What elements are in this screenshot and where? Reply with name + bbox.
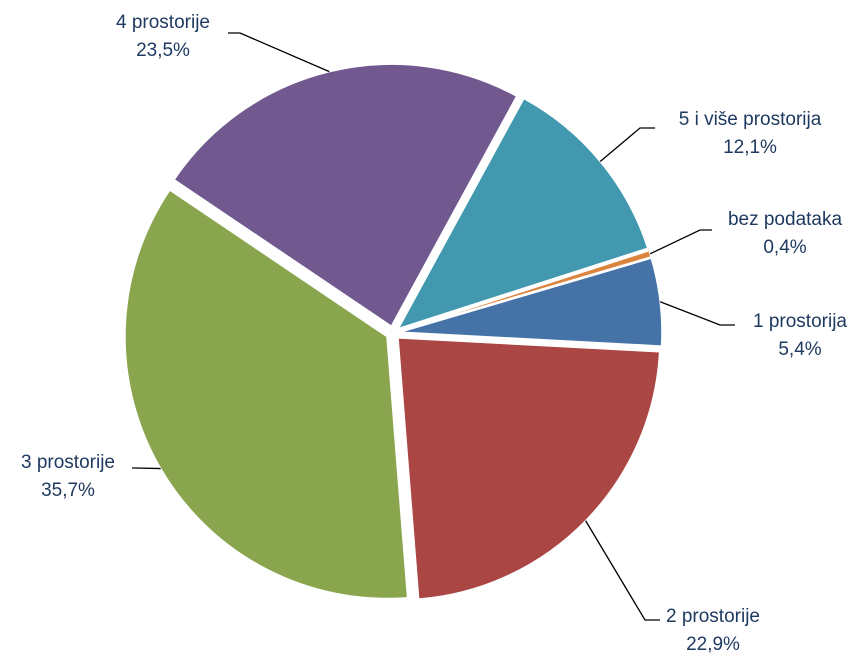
slice-value-label: 22,9%	[686, 634, 740, 655]
slice-value-label: 35,7%	[41, 480, 95, 501]
slice-label: 3 prostorije	[21, 452, 115, 473]
slice-label: bez podataka	[728, 209, 843, 230]
pie-slice	[399, 257, 663, 347]
pie-slice	[396, 97, 649, 330]
leader-line	[132, 467, 161, 470]
leader-line	[585, 520, 660, 621]
leader-line	[228, 32, 330, 73]
leader-line	[599, 127, 655, 162]
slice-label: 4 prostorije	[116, 12, 210, 33]
slice-label: 2 prostorije	[666, 606, 760, 627]
pie-slice	[173, 63, 518, 328]
leader-line	[659, 301, 735, 326]
slice-label: 5 i više prostorija	[679, 109, 822, 130]
leader-line	[649, 229, 712, 255]
slice-value-label: 12,1%	[723, 137, 777, 158]
slice-value-label: 5,4%	[778, 339, 821, 360]
slice-value-label: 23,5%	[136, 40, 190, 61]
slice-label: 1 prostorija	[753, 311, 847, 332]
pie-slice	[397, 337, 661, 600]
slice-value-label: 0,4%	[763, 237, 806, 258]
